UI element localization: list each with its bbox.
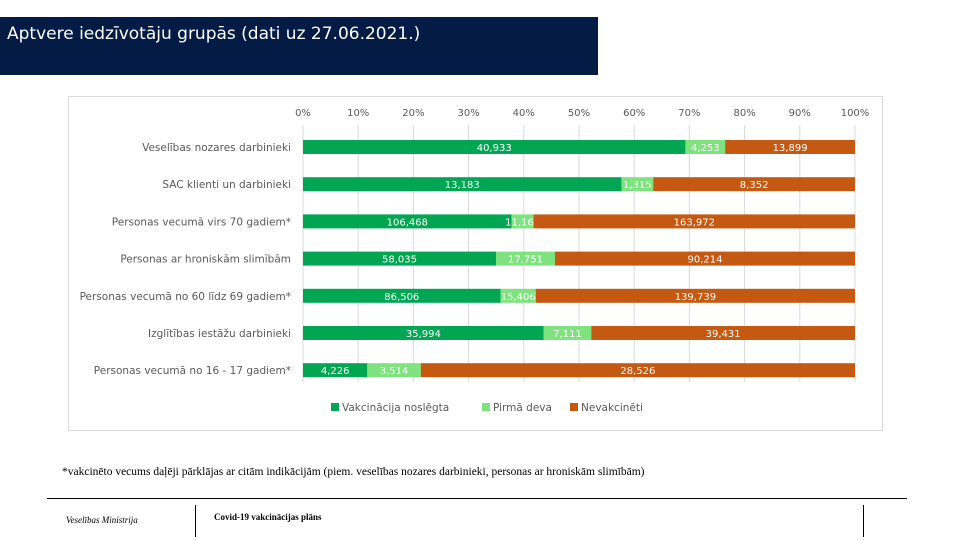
footnote: *vakcinēto vecums daļēji pārklājas ar ci… (62, 466, 645, 478)
category-label: Izglītības iestāžu darbinieki (148, 328, 291, 340)
data-label: 35,994 (406, 329, 441, 340)
footer-plan-title: Covid-19 vakcinācijas plāns (214, 512, 322, 522)
footer-separator (863, 505, 864, 537)
bar-segment (555, 251, 855, 266)
x-tick-label: 0% (295, 108, 311, 119)
bar-segment (303, 326, 544, 340)
data-label: 90,214 (688, 255, 723, 266)
x-tick-label: 40% (513, 108, 535, 119)
x-tick-label: 90% (789, 108, 811, 119)
data-label: 86,506 (384, 292, 419, 303)
bar-segment (685, 140, 726, 154)
data-label: 11,169 (505, 217, 540, 228)
data-label: 58,035 (382, 255, 417, 266)
data-label: 7,111 (553, 329, 582, 340)
data-label: 28,526 (620, 366, 655, 377)
footer-organization: Veselības Ministrija (66, 515, 138, 525)
x-tick-label: 100% (841, 108, 870, 119)
data-label: 39,431 (706, 329, 741, 340)
legend-label: Pirmā deva (493, 402, 552, 414)
legend-label: Vakcinācija noslēgta (342, 402, 449, 414)
bar-segment (511, 214, 534, 229)
legend-label: Nevakcinēti (581, 402, 643, 414)
category-label: Personas vecumā no 60 līdz 69 gadiem* (80, 291, 291, 303)
data-label: 139,739 (675, 292, 716, 303)
data-label: 13,899 (773, 143, 808, 154)
bar-segment (303, 288, 501, 303)
stacked-bar-chart: 0% 10% 20% 30% 40% 50% 60% 70% 80% 90% 100% Veselīb… (80, 108, 870, 414)
legend-swatch (331, 403, 339, 411)
bar-segment (303, 140, 686, 154)
x-tick-label: 60% (623, 108, 645, 119)
bar-segment (591, 326, 855, 340)
x-tick-label: 80% (733, 108, 755, 119)
data-label: 106,468 (387, 217, 428, 228)
bar-segment (725, 140, 855, 154)
x-tick-label: 10% (347, 108, 369, 119)
category-label: SAC klienti un darbinieki (162, 179, 291, 191)
x-tick-label: 50% (568, 108, 590, 119)
legend-swatch (482, 403, 490, 411)
category-label: Personas vecumā no 16 - 17 gadiem* (94, 365, 291, 377)
legend-swatch (570, 403, 578, 411)
data-label: 4,253 (691, 143, 720, 154)
x-tick-label: 30% (457, 108, 479, 119)
bar-segment (543, 326, 592, 340)
x-tick-label: 70% (678, 108, 700, 119)
bar-segment (621, 177, 654, 192)
chart-frame: 0% 10% 20% 30% 40% 50% 60% 70% 80% 90% 100% Veselīb… (68, 96, 883, 431)
data-label: 17,751 (508, 255, 543, 266)
bar-segment (367, 363, 421, 378)
bar-segment (303, 177, 622, 192)
data-label: 4,226 (321, 366, 350, 377)
data-label: 163,972 (674, 217, 715, 228)
x-tick-label: 20% (402, 108, 424, 119)
category-label: Personas vecumā virs 70 gadiem* (112, 216, 291, 228)
title-bar: Aptvere iedzīvotāju grupās (dati uz 27.0… (0, 17, 598, 75)
data-label: 15,406 (501, 292, 536, 303)
data-label: 13,183 (445, 180, 480, 191)
bar-segment (535, 288, 855, 303)
bar-segment (303, 214, 512, 229)
bar-segment (303, 363, 368, 378)
data-label: 1,315 (623, 180, 652, 191)
bar-segment (653, 177, 855, 192)
bar-segment (420, 363, 855, 378)
slide-title: Aptvere iedzīvotāju grupās (dati uz 27.0… (7, 24, 421, 44)
bar-segment (303, 251, 496, 266)
category-label: Personas ar hroniskām slimībām (120, 254, 291, 266)
data-label: 40,933 (477, 143, 512, 154)
bar-segment (533, 214, 855, 229)
data-label: 3,514 (380, 366, 409, 377)
bar-segment (500, 288, 536, 303)
footer-separator (195, 505, 196, 537)
data-label: 8,352 (740, 180, 769, 191)
category-label: Veselības nozares darbinieki (142, 142, 291, 154)
bar-segment (495, 251, 556, 266)
footer-divider (47, 498, 907, 499)
